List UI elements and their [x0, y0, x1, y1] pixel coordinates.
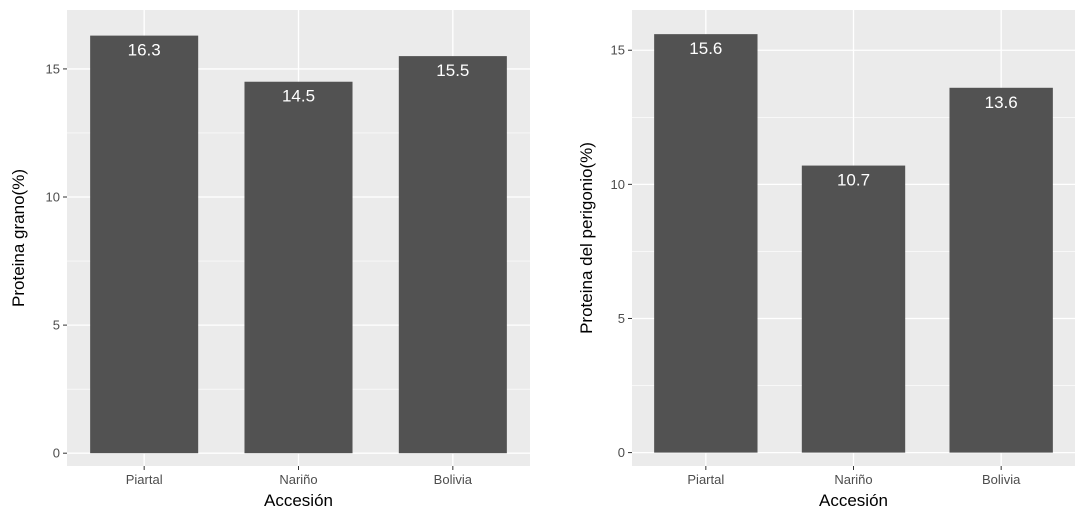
y-tick-label: 15 [611, 43, 625, 58]
x-axis-title: Accesión [819, 491, 888, 510]
x-tick-label: Bolivia [434, 472, 473, 487]
y-axis-title: Proteina grano(%) [9, 169, 28, 307]
y-tick-label: 0 [53, 446, 60, 461]
data-label: 10.7 [837, 171, 870, 190]
data-label: 14.5 [282, 87, 315, 106]
x-tick-label: Bolivia [982, 472, 1021, 487]
data-label: 16.3 [128, 41, 161, 60]
data-label: 13.6 [985, 93, 1018, 112]
bar-nario [244, 81, 353, 454]
bar-bolivia [398, 56, 507, 454]
bar-chart-protein-grain: 0 5 10 15 16.3 14.5 15.5 Piartal Nariño Bolivia Ac… [9, 10, 530, 510]
bar-bolivia [949, 87, 1053, 453]
y-tick-label: 0 [618, 445, 625, 460]
y-axis-title: Proteina del perigonio(%) [577, 142, 596, 334]
bar-chart-protein-perigonium: 0 5 10 15 15.6 10.7 13.6 Piartal Nariño Bolivia Ac… [577, 10, 1075, 510]
y-tick-label: 15 [46, 61, 60, 76]
data-label: 15.5 [436, 61, 469, 80]
x-axis-title: Accesión [264, 491, 333, 510]
x-tick-label: Piartal [687, 472, 724, 487]
y-tick-label: 5 [53, 318, 60, 333]
x-tick-label: Piartal [126, 472, 163, 487]
bar-piartal [90, 35, 199, 454]
y-tick-label: 10 [46, 190, 60, 205]
chart-panel-protein-grain: 0 5 10 15 16.3 14.5 15.5 Piartal Nariño Bolivia Ac… [0, 0, 540, 519]
bar-piartal [654, 34, 758, 453]
chart-panel-protein-perigonium: 0 5 10 15 15.6 10.7 13.6 Piartal Nariño Bolivia Ac… [560, 0, 1085, 519]
y-tick-label: 10 [611, 177, 625, 192]
x-tick-label: Nariño [834, 472, 872, 487]
x-tick-label: Nariño [279, 472, 317, 487]
y-tick-label: 5 [618, 311, 625, 326]
data-label: 15.6 [689, 39, 722, 58]
bar-nario [801, 165, 906, 453]
